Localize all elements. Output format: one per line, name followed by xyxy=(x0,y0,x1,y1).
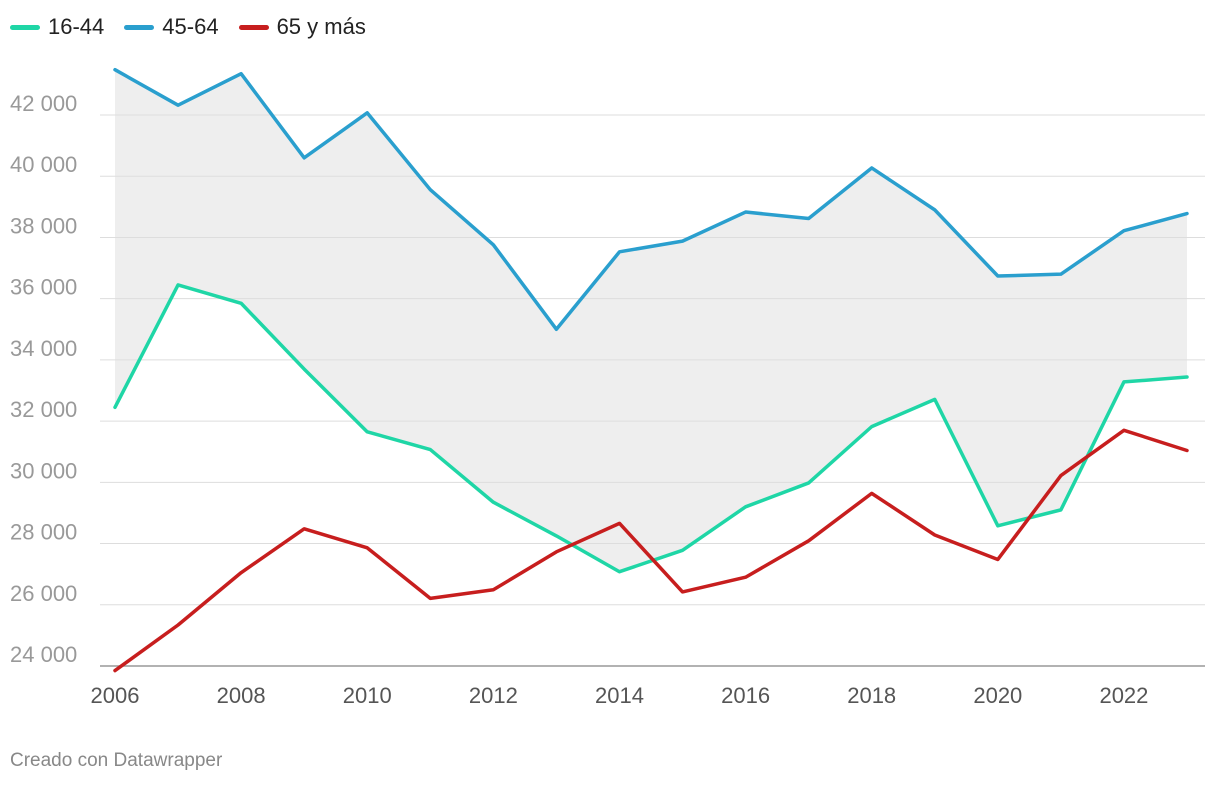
series-line-16-44 xyxy=(113,283,1189,574)
series-line-45-64 xyxy=(113,67,1189,332)
x-tick-label: 2012 xyxy=(469,683,518,708)
legend-swatch xyxy=(124,24,155,30)
x-tick-label: 2020 xyxy=(973,683,1022,708)
legend-item: 16-44 xyxy=(10,14,104,40)
x-tick-label: 2008 xyxy=(217,683,266,708)
y-tick-label: 32 000 xyxy=(10,397,77,422)
y-tick-label: 36 000 xyxy=(10,275,77,300)
legend-label: 16-44 xyxy=(48,14,105,39)
footer-credit: Creado con Datawrapper xyxy=(10,750,223,771)
y-tick-label: 26 000 xyxy=(10,581,77,606)
x-tick-label: 2014 xyxy=(595,683,644,708)
range-fill-area xyxy=(115,69,1187,572)
y-tick-label: 40 000 xyxy=(10,152,77,177)
legend-label: 65 y más xyxy=(276,14,366,39)
legend-swatch xyxy=(10,24,40,30)
y-tick-label: 28 000 xyxy=(10,520,77,545)
x-tick-label: 2006 xyxy=(91,683,140,708)
legend-swatch xyxy=(238,24,269,30)
series-line-65-y-más xyxy=(113,428,1189,673)
legend-item: 45-64 xyxy=(124,14,219,40)
legend-label: 45-64 xyxy=(162,14,219,39)
y-tick-label: 34 000 xyxy=(10,336,77,361)
x-tick-label: 2022 xyxy=(1099,683,1148,708)
x-tick-label: 2016 xyxy=(721,683,770,708)
y-tick-label: 30 000 xyxy=(10,458,77,483)
y-tick-label: 24 000 xyxy=(10,642,77,667)
legend: 16-44 45-64 65 y más xyxy=(10,14,366,40)
x-tick-label: 2010 xyxy=(343,683,392,708)
legend-item: 65 y más xyxy=(238,14,366,40)
x-tick-label: 2018 xyxy=(847,683,896,708)
y-tick-label: 38 000 xyxy=(10,213,77,238)
y-tick-label: 42 000 xyxy=(10,91,77,116)
